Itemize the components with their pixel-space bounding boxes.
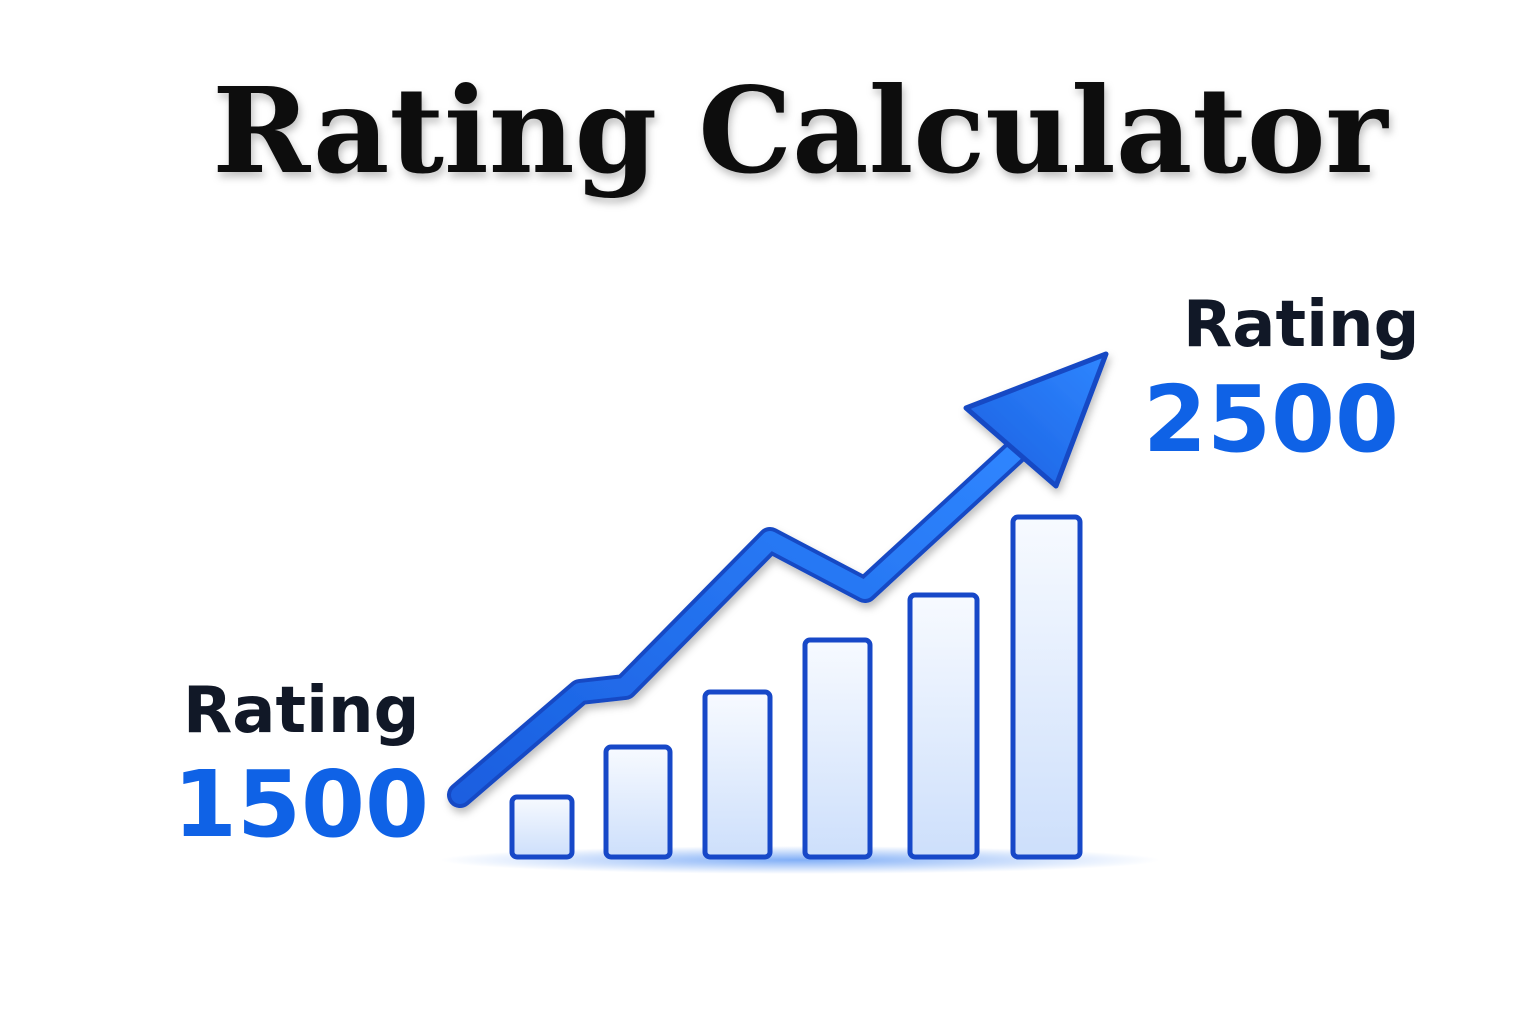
- bar-icon: [509, 794, 575, 860]
- arrow-line: [451, 431, 1037, 804]
- page-title: Rating Calculator: [212, 61, 1389, 200]
- arrow-head: [963, 351, 1109, 489]
- end-value: 2500: [1143, 366, 1399, 473]
- start-value: 1500: [173, 751, 429, 858]
- end-label: Rating: [1183, 288, 1419, 362]
- bar-icon: [702, 689, 773, 860]
- bar-icon: [1010, 514, 1083, 860]
- trend-arrow: [447, 351, 1109, 808]
- bar-icon: [603, 744, 673, 860]
- bar-icons: [509, 514, 1083, 860]
- bar-icon: [907, 592, 980, 860]
- bar-icon: [802, 637, 873, 860]
- start-label: Rating: [183, 674, 419, 748]
